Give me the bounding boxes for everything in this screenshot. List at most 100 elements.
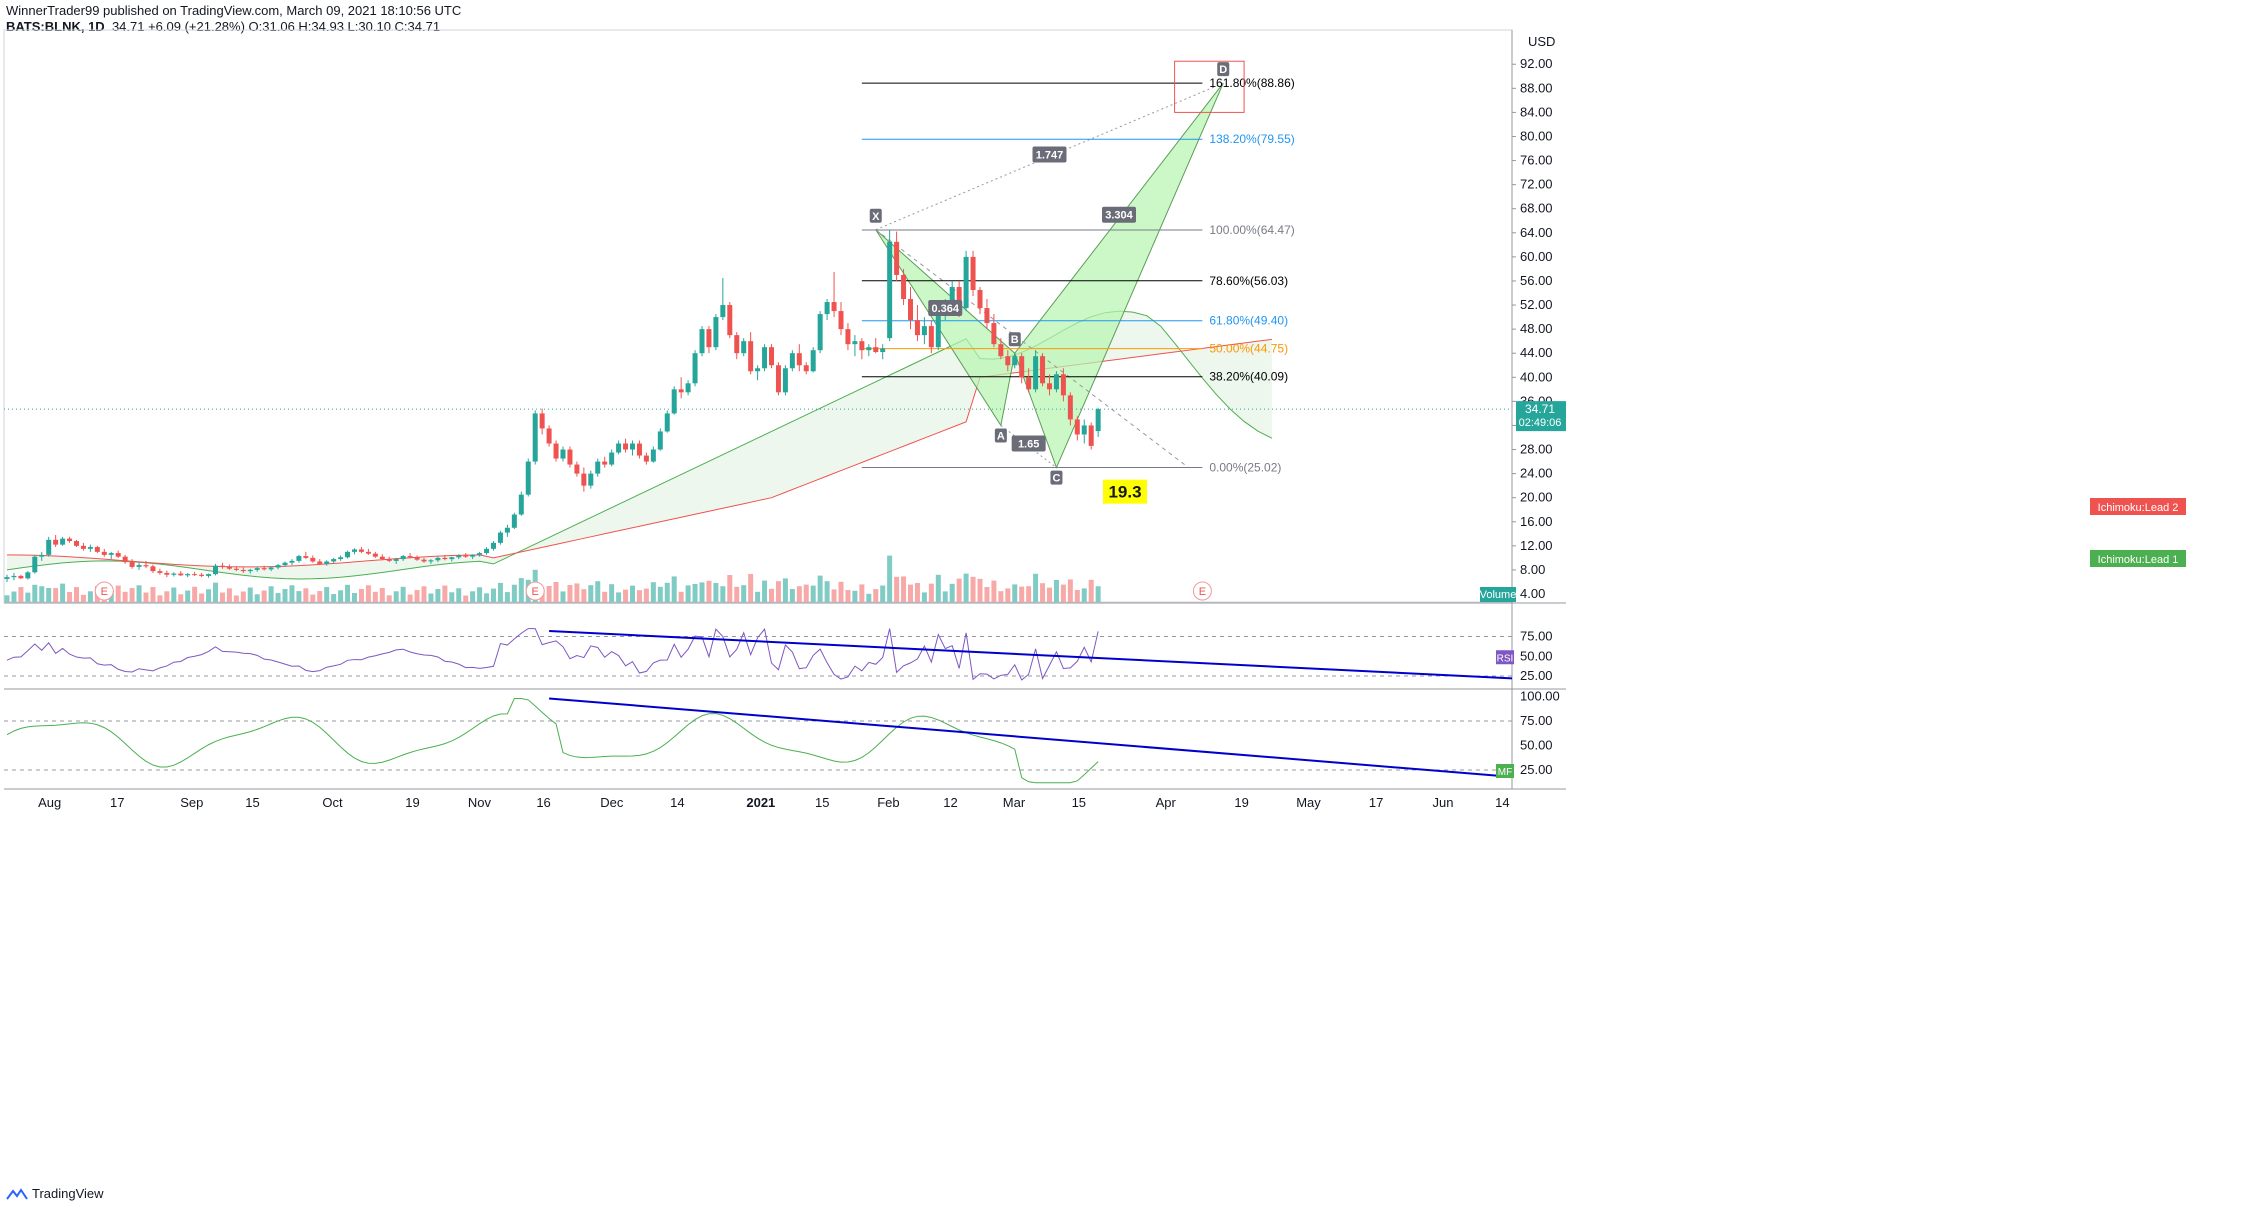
- candle-body: [497, 532, 503, 543]
- time-tick-label: Mar: [1003, 795, 1026, 810]
- volume-bar: [727, 575, 733, 602]
- candle-body: [963, 256, 969, 309]
- time-tick-label: 2021: [746, 795, 775, 810]
- mfi-tick-label: 50.00: [1520, 738, 1553, 753]
- volume-bar: [261, 590, 267, 602]
- time-tick-label: Oct: [322, 795, 343, 810]
- volume-bar: [1026, 586, 1032, 602]
- candle-body: [873, 347, 879, 352]
- candle-body: [914, 320, 920, 336]
- time-tick-label: 19: [1234, 795, 1248, 810]
- candle-body: [678, 389, 684, 393]
- time-tick-label: 12: [943, 795, 957, 810]
- price-tick-label: 72.00: [1520, 177, 1553, 192]
- candle-body: [991, 323, 997, 345]
- volume-bar: [491, 588, 496, 602]
- volume-bar: [213, 582, 218, 602]
- candle-body: [741, 341, 747, 354]
- candle-body: [831, 302, 837, 312]
- volume-bar: [692, 584, 698, 602]
- candle-body: [11, 575, 17, 578]
- candle-body: [539, 413, 545, 429]
- volume-bar: [358, 589, 364, 602]
- candle-body: [734, 335, 740, 354]
- candle-body: [53, 539, 59, 545]
- candle-body: [769, 347, 774, 366]
- volume-bar: [914, 583, 920, 602]
- candle-body: [1053, 374, 1059, 390]
- candle-body: [254, 568, 260, 570]
- volume-bar: [560, 591, 566, 602]
- pattern-point-badge: [1050, 470, 1063, 485]
- candle-body: [4, 577, 10, 579]
- volume-bar: [748, 574, 754, 602]
- mfi-tick-label: 25.00: [1520, 762, 1553, 777]
- price-tick-label: 84.00: [1520, 104, 1553, 119]
- volume-bar: [650, 582, 656, 602]
- volume-bar: [275, 593, 281, 602]
- volume-bar: [379, 588, 385, 602]
- volume-bar: [623, 589, 629, 602]
- volume-bar: [324, 587, 330, 602]
- candle-body: [268, 567, 274, 570]
- candle-body: [296, 556, 302, 561]
- candle-body: [921, 326, 927, 336]
- volume-bar: [1033, 573, 1039, 602]
- volume-bar: [1040, 583, 1046, 602]
- candle-body: [379, 556, 385, 560]
- volume-bar: [1081, 588, 1087, 602]
- volume-bar: [762, 580, 768, 602]
- pattern-point-label: C: [1052, 473, 1060, 485]
- time-tick-label: May: [1296, 795, 1321, 810]
- candle-body: [87, 547, 93, 549]
- price-tick-label: 68.00: [1520, 201, 1553, 216]
- volume-bar: [115, 585, 121, 602]
- volume-bar: [129, 588, 135, 602]
- candle-body: [358, 549, 364, 552]
- pattern-ratio-label: 0.364: [931, 303, 959, 315]
- fib-level-label: 161.80%(88.86): [1209, 76, 1294, 90]
- pattern-ratio-badge: [1032, 146, 1067, 163]
- candle-body: [650, 449, 656, 462]
- volume-bar: [46, 588, 52, 602]
- fib-level-label: 50.00%(44.75): [1209, 342, 1288, 356]
- candle-body: [372, 553, 378, 557]
- price-tick-label: 8.00: [1520, 562, 1545, 577]
- volume-bar: [206, 589, 212, 602]
- volume-bar: [984, 587, 990, 602]
- candle-body: [435, 557, 441, 561]
- volume-bar: [400, 586, 406, 602]
- volume-bar: [122, 591, 128, 602]
- price-tick-label: 4.00: [1520, 586, 1545, 601]
- footer-brand[interactable]: TradingView: [6, 1186, 104, 1201]
- pattern-bcd: [1014, 82, 1224, 469]
- volume-bar: [588, 585, 594, 602]
- volume-bar: [199, 593, 205, 602]
- volume-bar: [497, 582, 503, 602]
- candle-body: [567, 449, 573, 465]
- candle-body: [178, 573, 184, 576]
- volume-bar: [192, 586, 198, 602]
- candle-body: [74, 541, 79, 546]
- volume-bar: [345, 584, 351, 602]
- fib-level-label: 0.00%(25.02): [1209, 460, 1281, 474]
- candle-body: [609, 452, 615, 465]
- volume-bar: [678, 591, 684, 602]
- pattern-ratio-badge: [1102, 206, 1136, 223]
- candle-body: [928, 326, 934, 348]
- pattern-point-label: B: [1011, 334, 1019, 346]
- candle-body: [310, 557, 316, 562]
- candle-body: [226, 566, 232, 569]
- volume-bar: [53, 588, 59, 602]
- volume-bar: [87, 591, 93, 602]
- volume-bar: [393, 591, 399, 602]
- volume-bar: [11, 591, 17, 602]
- candle-body: [504, 527, 510, 533]
- volume-bar: [581, 589, 587, 602]
- volume-bar: [39, 586, 45, 602]
- price-tick-label: 60.00: [1520, 249, 1553, 264]
- volume-bar: [567, 585, 573, 602]
- candle-body: [671, 389, 677, 414]
- candle-body: [240, 569, 246, 572]
